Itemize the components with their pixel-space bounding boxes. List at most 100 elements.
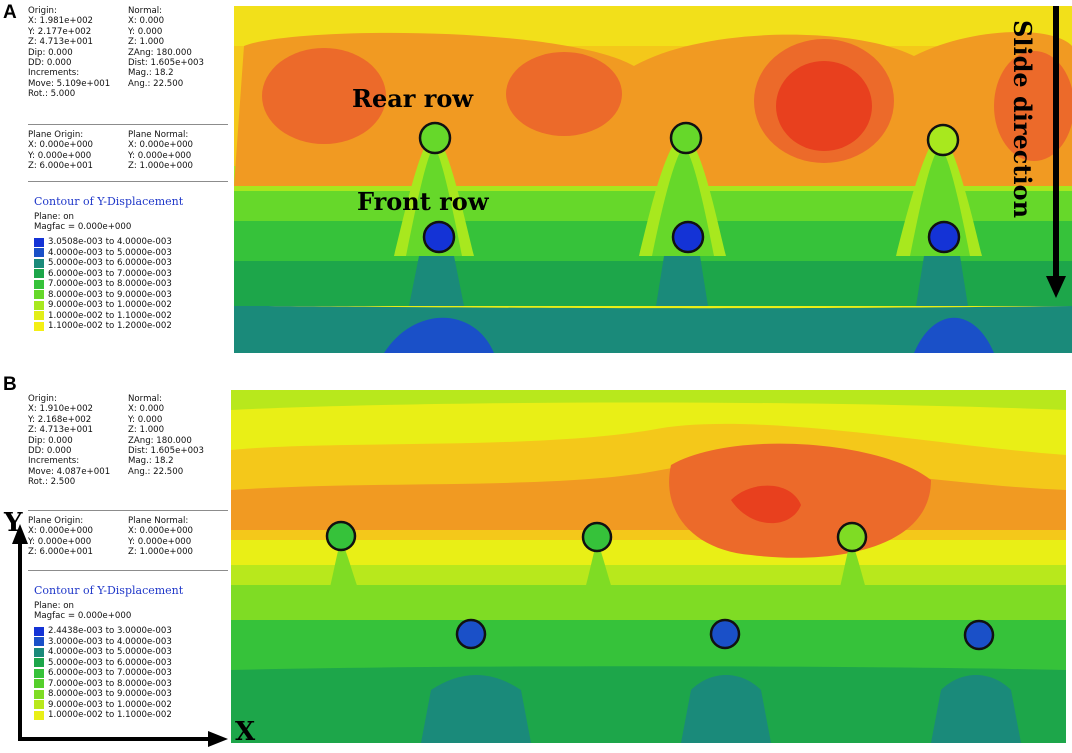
rear-pile — [325, 520, 357, 552]
info-line: Origin: — [28, 6, 57, 16]
legend-label: 1.0000e-002 to 1.1000e-002 — [48, 710, 172, 721]
info-line: ZAng: 180.000 — [128, 47, 192, 58]
legend-item: 9.0000e-003 to 1.0000e-002 — [34, 300, 172, 311]
legend-item: 7.0000e-003 to 8.0000e-003 — [34, 279, 172, 290]
plane-line: X: 0.000e+000 — [28, 140, 94, 151]
legend-swatch — [34, 647, 44, 657]
legend-item: 4.0000e-003 to 5.0000e-003 — [34, 647, 172, 658]
info-line: X: 0.000 — [128, 404, 165, 415]
legend-label: 6.0000e-003 to 7.0000e-003 — [48, 268, 172, 279]
y-axis-label: Y — [4, 508, 23, 538]
info-line: Y: 2.168e+002 — [28, 414, 92, 425]
contour-plot-b — [231, 390, 1066, 743]
legend-item: 6.0000e-003 to 7.0000e-003 — [34, 668, 172, 679]
x-axis-arrowhead — [208, 731, 228, 747]
front-pile — [963, 619, 995, 651]
rear-pile — [836, 521, 868, 553]
info-line: Move: 5.109e+001 — [28, 78, 111, 89]
legend-label: 8.0000e-003 to 9.0000e-003 — [48, 289, 172, 300]
slide-direction-arrowhead — [1046, 276, 1066, 298]
contour-plot-a — [234, 6, 1072, 353]
panel-b: B Origin: Normal: X: 1.910e+002 X: 0.000 Y… — [0, 372, 1072, 753]
legend-item: 4.0000e-003 to 5.0000e-003 — [34, 248, 172, 259]
legend-label: 1.0000e-002 to 1.1000e-002 — [48, 310, 172, 321]
legend-item: 5.0000e-003 to 6.0000e-003 — [34, 258, 172, 269]
info-line: Z: 1.000 — [128, 425, 165, 436]
legend-swatch — [34, 658, 44, 668]
legend-item: 5.0000e-003 to 6.0000e-003 — [34, 658, 172, 669]
legend: 3.0508e-003 to 4.0000e-003 4.0000e-003 to… — [34, 237, 172, 332]
legend-swatch — [34, 237, 44, 247]
plane-line: X: 0.000e+000 — [28, 526, 94, 537]
plane-line: Z: 1.000e+000 — [128, 161, 194, 172]
legend-label: 6.0000e-003 to 7.0000e-003 — [48, 668, 172, 679]
plane-line: Plane Origin: — [28, 516, 84, 526]
legend-title: Contour of Y-Displacement — [34, 584, 184, 597]
legend-label: 1.1000e-002 to 1.2000e-002 — [48, 321, 172, 332]
legend-item: 7.0000e-003 to 8.0000e-003 — [34, 679, 172, 690]
info-line: Ang.: 22.500 — [128, 466, 184, 477]
legend-swatch — [34, 258, 44, 268]
divider — [28, 570, 228, 571]
legend-swatch — [34, 637, 44, 647]
legend-label: 3.0508e-003 to 4.0000e-003 — [48, 237, 172, 248]
rear-pile — [669, 121, 703, 155]
front-pile — [709, 618, 741, 650]
legend-swatch — [34, 700, 44, 710]
legend-swatch — [34, 668, 44, 678]
legend-swatch — [34, 679, 44, 689]
legend-swatch — [34, 269, 44, 279]
info-line: Rot.: 2.500 — [28, 477, 76, 488]
xy-axes — [12, 524, 228, 747]
legend-item: 3.0508e-003 to 4.0000e-003 — [34, 237, 172, 248]
info-line: Mag.: 18.2 — [128, 456, 174, 467]
divider — [28, 181, 228, 182]
legend-swatch — [34, 248, 44, 258]
info-line: Mag.: 18.2 — [128, 68, 174, 79]
info-line: Dip: 0.000 — [28, 435, 73, 446]
plane-line: Z: 1.000e+000 — [128, 547, 194, 558]
plane-line: Plane Normal: — [128, 516, 189, 526]
legend-title: Contour of Y-Displacement — [34, 195, 184, 208]
slide-direction-label: Slide direction — [1008, 20, 1037, 219]
legend-label: 9.0000e-003 to 1.0000e-002 — [48, 699, 172, 710]
legend-item: 8.0000e-003 to 9.0000e-003 — [34, 689, 172, 700]
view-info-a: Origin: Normal: X: 1.981e+002 X: 0.000 Y: … — [28, 6, 204, 100]
info-line: Increments: — [28, 456, 80, 467]
divider — [28, 510, 228, 511]
panel-a: A Origin: Normal: X: 1.981e+002 X: 0.000 Y… — [0, 0, 1072, 360]
legend-subtitle: Plane: on Magfac = 0.000e+000 — [34, 212, 131, 233]
plane-line: Plane Origin: — [28, 130, 84, 140]
x-axis-label: X — [235, 717, 256, 747]
legend-label: 9.0000e-003 to 1.0000e-002 — [48, 300, 172, 311]
rear-pile — [581, 521, 613, 553]
plane-info-b: Plane Origin: Plane Normal: X: 0.000e+000… — [28, 516, 193, 558]
plane-line: Y: 0.000e+000 — [28, 536, 92, 547]
legend-label: 5.0000e-003 to 6.0000e-003 — [48, 258, 172, 269]
view-info-b: Origin: Normal: X: 1.910e+002 X: 0.000 Y: … — [28, 394, 204, 488]
legend-label: 7.0000e-003 to 8.0000e-003 — [48, 678, 172, 689]
front-pile — [455, 618, 487, 650]
info-line: Y: 0.000 — [128, 26, 163, 37]
info-line: Dist: 1.605e+003 — [128, 57, 204, 68]
info-line: Dip: 0.000 — [28, 47, 73, 58]
info-line: Rot.: 5.000 — [28, 89, 76, 100]
legend-item: 1.0000e-002 to 1.1000e-002 — [34, 710, 172, 721]
legend-item: 1.0000e-002 to 1.1000e-002 — [34, 311, 172, 322]
legend-item: 3.0000e-003 to 4.0000e-003 — [34, 637, 172, 648]
rear-row-label: Rear row — [352, 84, 474, 113]
plane-info-a: Plane Origin: Plane Normal: X: 0.000e+000… — [28, 130, 193, 172]
legend-plane-state: Plane: on — [34, 212, 74, 222]
legend-label: 7.0000e-003 to 8.0000e-003 — [48, 279, 172, 290]
info-line: ZAng: 180.000 — [128, 435, 192, 446]
panel-b-letter: B — [3, 374, 17, 395]
legend-label: 4.0000e-003 to 5.0000e-003 — [48, 647, 172, 658]
legend-item: 1.1000e-002 to 1.2000e-002 — [34, 321, 172, 332]
legend-label: 5.0000e-003 to 6.0000e-003 — [48, 657, 172, 668]
legend-magfac: Magfac = 0.000e+000 — [34, 611, 132, 622]
info-line: Move: 4.087e+001 — [28, 466, 111, 477]
front-pile — [671, 220, 705, 254]
legend-subtitle: Plane: on Magfac = 0.000e+000 — [34, 601, 131, 622]
legend-label: 3.0000e-003 to 4.0000e-003 — [48, 636, 172, 647]
legend-label: 4.0000e-003 to 5.0000e-003 — [48, 247, 172, 258]
